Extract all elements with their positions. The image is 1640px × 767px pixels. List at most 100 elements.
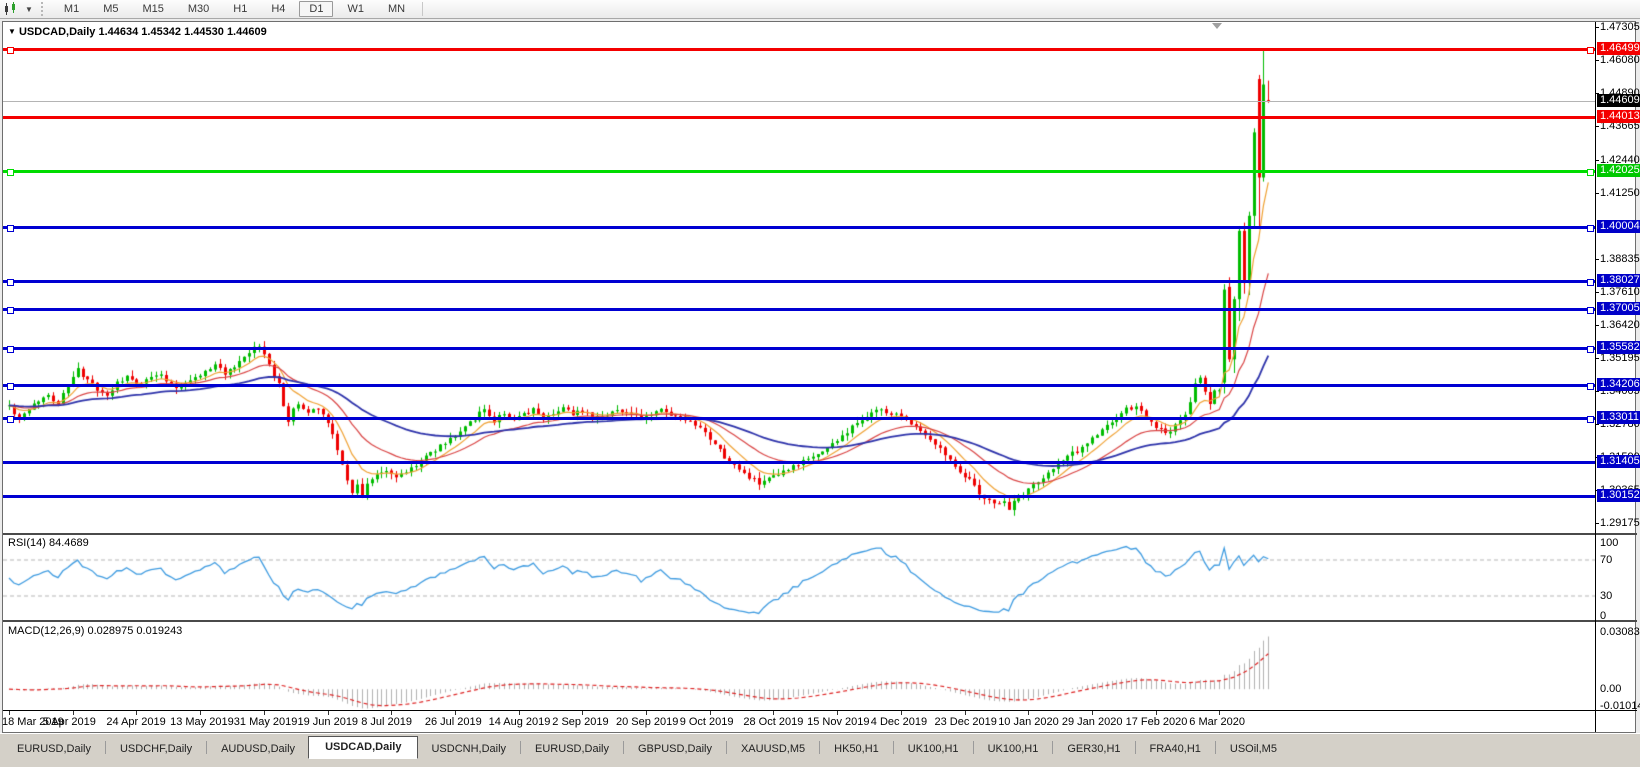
date-tick-mark [72, 711, 74, 715]
hline-handle[interactable] [7, 278, 14, 286]
tab-separator [972, 741, 974, 754]
hline-1-38027[interactable] [3, 279, 1595, 283]
hline-1-33011[interactable] [3, 416, 1595, 420]
hline-handle[interactable] [1587, 47, 1594, 54]
hline-1-46499[interactable] [3, 48, 1595, 51]
hline-1-37005[interactable] [3, 307, 1595, 311]
tab-hk50-h1[interactable]: HK50,H1 [834, 743, 879, 755]
timeframe-button-d1[interactable]: D1 [299, 1, 334, 17]
date-label: 8 Jul 2019 [361, 716, 412, 728]
tab-uk100-h1[interactable]: UK100,H1 [907, 743, 959, 755]
hline-handle[interactable] [7, 224, 14, 232]
hline-1-44013[interactable] [3, 115, 1595, 119]
price-tick-label: 1.38835 [1600, 252, 1640, 265]
tab-audusd-daily[interactable]: AUDUSD,Daily [221, 743, 296, 755]
price-badge-1-34206: 1.34206 [1597, 378, 1640, 392]
pane-separator[interactable] [3, 620, 1637, 622]
chart-shift-marker-icon[interactable] [1212, 23, 1222, 29]
date-label: 24 Apr 2019 [106, 716, 166, 728]
tab-separator [520, 741, 522, 754]
hline-handle[interactable] [7, 415, 14, 423]
candlestick-chart-icon[interactable] [3, 2, 19, 16]
price-axis-border [1595, 22, 1596, 732]
price-badge-1-35582: 1.35582 [1597, 340, 1640, 354]
tab-eurusd-daily[interactable]: EURUSD,Daily [535, 743, 609, 755]
toolbar-separator [422, 2, 424, 16]
timeframe-button-m15[interactable]: M15 [142, 3, 164, 15]
price-chart-canvas[interactable] [3, 22, 1595, 533]
date-label: 29 Jan 2020 [1061, 716, 1123, 728]
macd-panel-canvas[interactable] [3, 622, 1595, 710]
hline-handle[interactable] [1587, 415, 1594, 423]
tab-separator [725, 741, 727, 754]
price-badge-1-44609: 1.44609 [1597, 93, 1640, 107]
tab-fra40-h1[interactable]: FRA40,H1 [1149, 743, 1201, 755]
hline-1-31405[interactable] [3, 460, 1595, 464]
tab-eurusd-daily[interactable]: EURUSD,Daily [17, 743, 91, 755]
hline-handle[interactable] [1587, 224, 1594, 232]
timeframe-button-m30[interactable]: M30 [187, 3, 210, 15]
hline-handle[interactable] [1587, 345, 1594, 353]
tab-usdcad-daily[interactable]: USDCAD,Daily [308, 736, 419, 759]
hline-handle[interactable] [1587, 278, 1594, 286]
ohlc-high: 1.45342 [141, 26, 182, 38]
date-label: 4 Dec 2019 [870, 716, 928, 728]
timeframe-button-m5[interactable]: M5 [103, 3, 119, 15]
tab-ger30-h1[interactable]: GER30,H1 [1067, 743, 1121, 755]
hline-1-35582[interactable] [3, 346, 1595, 350]
timeframe-button-mn[interactable]: MN [387, 3, 406, 15]
hline-handle[interactable] [1587, 169, 1594, 177]
date-label: 9 Oct 2019 [679, 716, 734, 728]
hline-handle[interactable] [7, 383, 14, 391]
tab-separator [819, 741, 821, 754]
hline-handle[interactable] [7, 47, 14, 54]
macd-tick-label: -0.010144 [1600, 700, 1640, 712]
hline-handle[interactable] [7, 169, 14, 177]
tab-usdchf-daily[interactable]: USDCHF,Daily [119, 743, 193, 755]
date-label: 26 Jul 2019 [424, 716, 482, 728]
price-badge-1-38027: 1.38027 [1597, 273, 1640, 287]
price-badge-1-30152: 1.30152 [1597, 489, 1640, 502]
price-tick-mark [1595, 522, 1599, 524]
date-label: 19 Jun 2019 [297, 716, 359, 728]
toolbar-grip[interactable] [40, 2, 46, 16]
rsi-panel-canvas[interactable] [3, 535, 1595, 620]
ohlc-close: 1.44609 [226, 26, 267, 38]
tab-xauusd-m5[interactable]: XAUUSD,M5 [740, 743, 806, 755]
symbol-caret-icon[interactable]: ▼ [8, 27, 16, 36]
tab-separator [1214, 741, 1216, 754]
rsi-tick-label: 70 [1600, 554, 1613, 566]
hline-1-40004[interactable] [3, 225, 1595, 229]
date-label: 5 Apr 2019 [42, 716, 96, 728]
hline-handle[interactable] [1587, 383, 1594, 391]
pane-separator[interactable] [3, 533, 1637, 535]
tab-usdcnh-daily[interactable]: USDCNH,Daily [431, 743, 507, 755]
timeframe-button-w1[interactable]: W1 [347, 3, 364, 15]
hline-1-42025[interactable] [3, 170, 1595, 174]
timeframe-button-h4[interactable]: H4 [271, 3, 286, 15]
price-badge-1-31405: 1.31405 [1597, 454, 1640, 468]
timeframe-button-h1[interactable]: H1 [233, 3, 248, 15]
price-badge-1-37005: 1.37005 [1597, 301, 1640, 315]
price-tick-label: 1.42440 [1600, 153, 1640, 166]
price-tick-mark [1595, 424, 1599, 426]
hline-1-34206[interactable] [3, 384, 1595, 388]
chart-type-dropdown-caret[interactable]: ▼ [25, 4, 33, 14]
price-tick-mark [1595, 26, 1599, 28]
rsi-label: RSI(14) 84.4689 [8, 537, 89, 549]
hline-handle[interactable] [7, 306, 14, 314]
macd-tick-label: 0.00 [1600, 683, 1622, 696]
hline-handle[interactable] [1587, 306, 1594, 314]
tab-gbpusd-daily[interactable]: GBPUSD,Daily [638, 743, 712, 755]
tab-usoil-m5[interactable]: USOil,M5 [1229, 743, 1277, 755]
date-tick-mark [1091, 711, 1093, 715]
date-tick-mark [964, 711, 966, 715]
timeframe-button-m1[interactable]: M1 [63, 3, 80, 15]
date-tick-mark [327, 711, 329, 715]
date-label: 23 Dec 2019 [934, 716, 997, 728]
hline-1-30152[interactable] [3, 495, 1595, 498]
rsi-tick-label: 0 [1600, 610, 1607, 622]
price-tick-mark [1595, 93, 1599, 94]
tab-uk100-h1[interactable]: UK100,H1 [987, 743, 1039, 755]
hline-handle[interactable] [7, 345, 14, 353]
